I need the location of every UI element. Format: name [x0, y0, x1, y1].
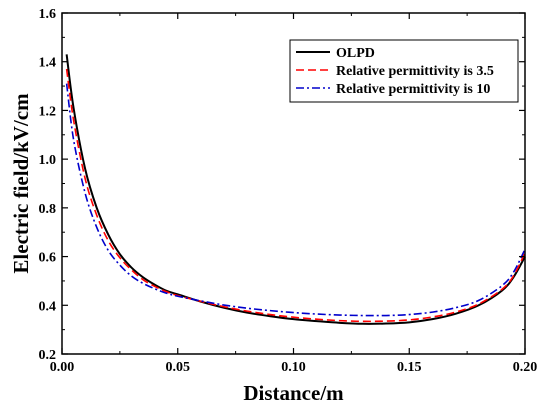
legend-label-3: Relative permittivity is 10 — [336, 82, 490, 97]
x-tick-label: 0.20 — [513, 360, 538, 375]
axes: 0.00 0.05 0.10 0.15 0.20 0.2 0.4 0.6 0.8 1.0 1.2 1.… — [39, 7, 538, 375]
y-tick-label: 1.2 — [39, 104, 57, 119]
x-axis-title: Distance/m — [243, 381, 344, 405]
x-tick-label: 0.10 — [281, 360, 306, 375]
y-tick-label: 1.0 — [39, 153, 57, 168]
legend-label-1: OLPD — [336, 46, 375, 61]
x-tick-label: 0.05 — [166, 360, 191, 375]
series-line-3 — [65, 83, 526, 317]
y-tick-label: 0.8 — [39, 202, 57, 217]
y-tick-label: 0.2 — [39, 348, 57, 363]
y-tick-label: 0.6 — [39, 251, 57, 266]
y-tick-label: 1.4 — [39, 56, 57, 71]
legend-label-2: Relative permittivity is 3.5 — [336, 64, 494, 79]
legend: OLPD Relative permittivity is 3.5 Relative… — [289, 39, 519, 103]
series-line-1 — [65, 54, 526, 325]
y-tick-label: 1.6 — [39, 7, 57, 22]
legend-box — [289, 39, 519, 103]
y-axis-title: Electric field/kV/cm — [9, 93, 33, 274]
x-tick-label: 0.15 — [397, 360, 422, 375]
series-line-2 — [65, 68, 526, 323]
y-tick-label: 0.4 — [39, 299, 57, 314]
plot-area — [65, 54, 526, 325]
x-tick-label: 0.00 — [50, 360, 75, 375]
